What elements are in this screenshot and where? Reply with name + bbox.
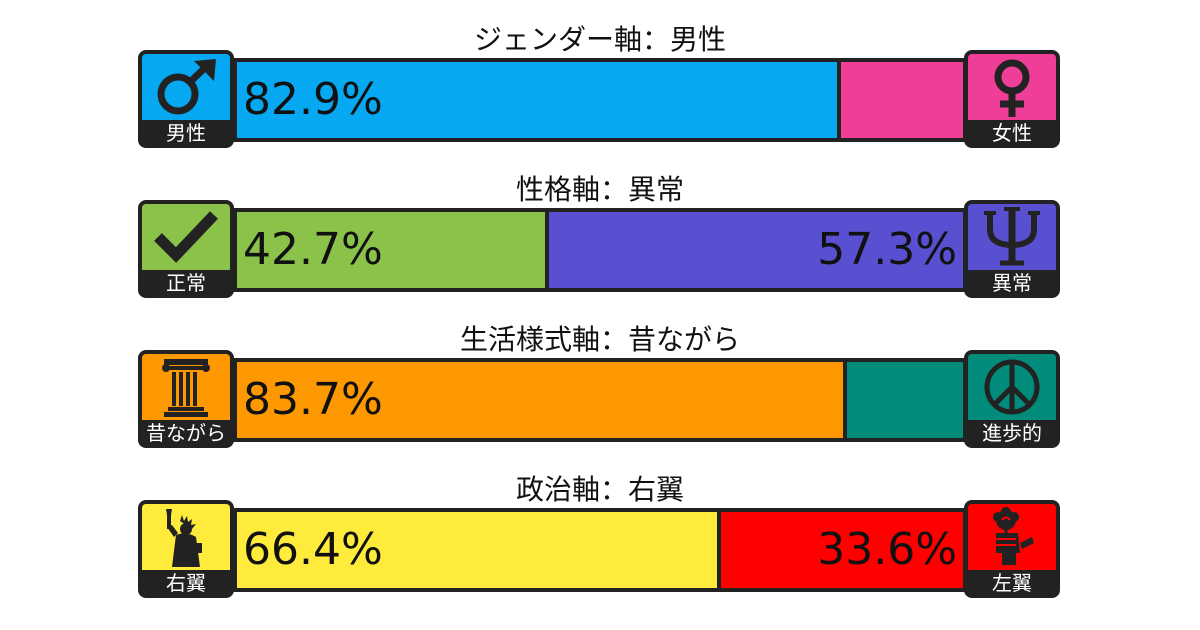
badge-label: 右翼 [166,571,206,595]
badge-label: 正常 [166,271,206,295]
bar-right-fill [838,62,963,138]
bar-left-fill [237,62,839,138]
badge-male: 男性 [138,50,234,148]
badge-abnormal: 異常 [964,200,1060,298]
bar: 42.7% 57.3% [233,208,967,292]
left-percent: 66.4% [243,524,383,575]
psi-icon [984,207,1040,266]
female-symbol-icon [994,59,1030,117]
badge-label: 男性 [166,121,206,145]
bar: 83.7% [233,358,967,442]
bar-left-fill [237,362,845,438]
axis-gender: ジェンダー軸：男性 男性 82.9% 女性 [0,0,1200,150]
axis-political: 政治軸：右翼 右翼 66.4% 33.6% [0,450,1200,600]
bar: 66.4% 33.6% [233,508,967,592]
axis-title: 政治軸：右翼 [515,473,684,506]
bar-divider [842,362,847,438]
badge-label: 進歩的 [982,421,1042,445]
badge-label: 左翼 [992,571,1032,595]
checkmark-icon [154,211,218,263]
axis-personality: 性格軸：異常 正常 42.7% 57.3% 異常 [0,150,1200,300]
statue-of-liberty-icon [166,509,202,567]
bar-divider [545,212,549,288]
badge-icon-box [142,204,230,270]
badge-traditional: 昔ながら [138,350,234,448]
badge-label: 異常 [992,271,1032,295]
badge-progressive: 進歩的 [964,350,1060,448]
bar-left-fill [237,512,720,588]
bar-right-fill [547,212,963,288]
axis-title: ジェンダー軸：男性 [473,23,726,56]
right-percent: 57.3% [817,224,957,275]
axis-lifestyle: 生活様式軸：昔ながら 昔ながら 83.7% [0,300,1200,450]
badge-left-wing: 左翼 [964,500,1060,598]
badge-right-wing: 右翼 [138,500,234,598]
axis-title: 性格軸：異常 [515,173,684,206]
bar-right-fill [844,362,963,438]
badge-icon-box [142,54,230,120]
right-percent: 33.6% [817,524,957,575]
badge-label: 女性 [992,121,1032,145]
male-symbol-icon [157,59,216,115]
badge-icon-box [968,204,1056,270]
column-pillar-icon [162,359,210,417]
badge-icon-box [142,504,230,570]
bar: 82.9% [233,58,967,142]
rose-in-fist-icon [993,507,1034,565]
badge-icon-box [968,354,1056,420]
bar-divider [836,62,841,138]
bar-divider [717,512,722,588]
peace-sign-icon [984,359,1040,415]
badge-icon-box [968,504,1056,570]
bar-left-fill [237,212,547,288]
left-percent: 42.7% [243,224,383,275]
badge-female: 女性 [964,50,1060,148]
left-percent: 83.7% [243,374,383,425]
axis-title: 生活様式軸：昔ながら [459,323,740,356]
bar-right-fill [719,512,963,588]
badge-normal: 正常 [138,200,234,298]
badge-label: 昔ながら [146,421,226,445]
left-percent: 82.9% [243,74,383,125]
badge-icon-box [968,54,1056,120]
badge-icon-box [142,354,230,420]
